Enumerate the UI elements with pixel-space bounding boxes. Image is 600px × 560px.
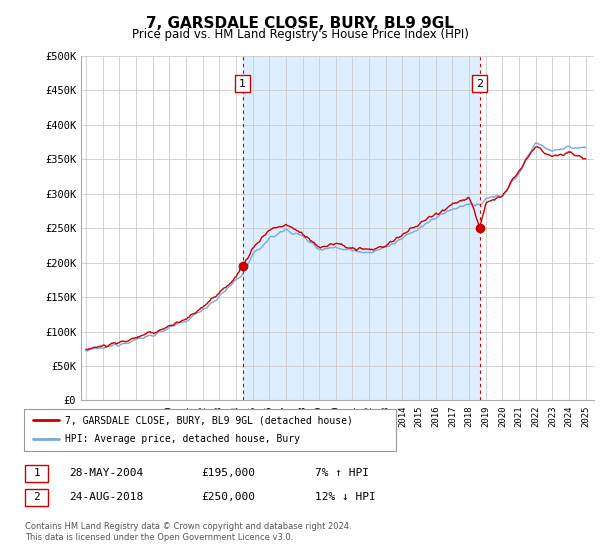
Text: 24-AUG-2018: 24-AUG-2018 (69, 492, 143, 502)
Text: 7% ↑ HPI: 7% ↑ HPI (315, 468, 369, 478)
Text: 1: 1 (239, 78, 246, 88)
Bar (243, 56, 480, 400)
Text: £250,000: £250,000 (201, 492, 255, 502)
Text: 7, GARSDALE CLOSE, BURY, BL9 9GL: 7, GARSDALE CLOSE, BURY, BL9 9GL (146, 16, 454, 31)
Text: Contains HM Land Registry data © Crown copyright and database right 2024.
This d: Contains HM Land Registry data © Crown c… (25, 522, 352, 542)
Text: 2: 2 (33, 492, 40, 502)
Text: HPI: Average price, detached house, Bury: HPI: Average price, detached house, Bury (65, 435, 300, 445)
Text: 7, GARSDALE CLOSE, BURY, BL9 9GL (detached house): 7, GARSDALE CLOSE, BURY, BL9 9GL (detach… (65, 415, 353, 425)
Text: 28-MAY-2004: 28-MAY-2004 (69, 468, 143, 478)
Text: £195,000: £195,000 (201, 468, 255, 478)
Text: 12% ↓ HPI: 12% ↓ HPI (315, 492, 376, 502)
Text: Price paid vs. HM Land Registry's House Price Index (HPI): Price paid vs. HM Land Registry's House … (131, 28, 469, 41)
Text: 2: 2 (476, 78, 484, 88)
Text: 1: 1 (33, 468, 40, 478)
